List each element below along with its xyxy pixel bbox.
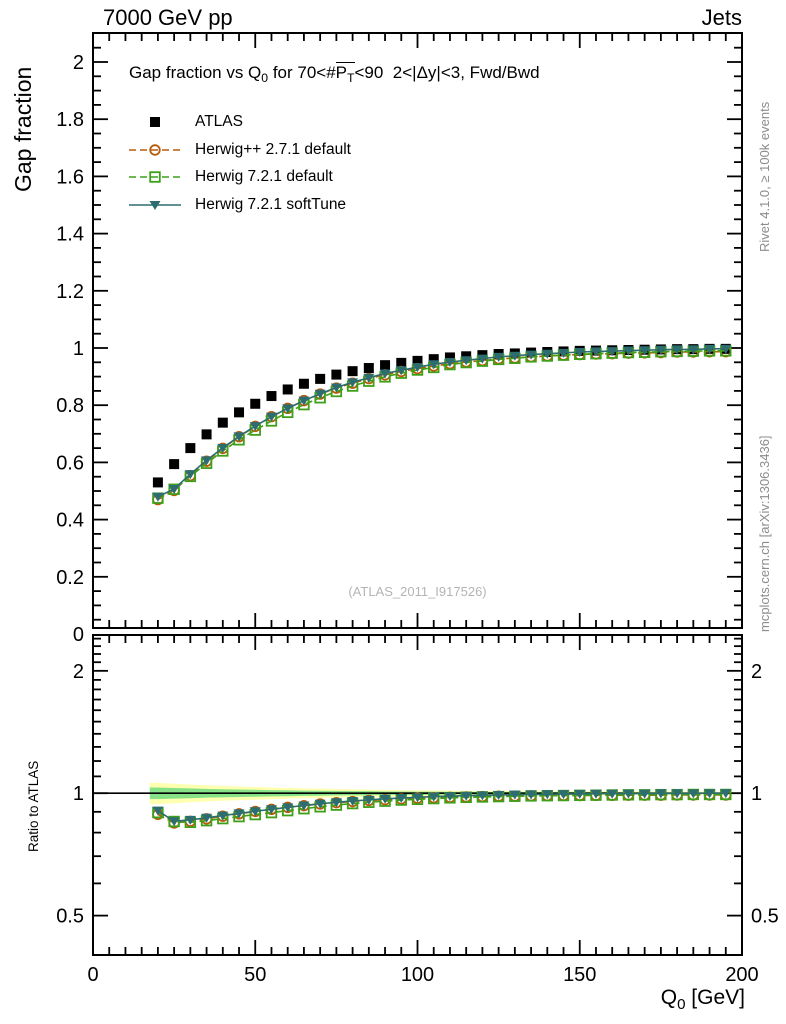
tick-label: 0 [73, 624, 84, 646]
tick-label: 200 [725, 964, 758, 986]
tick-label: 100 [401, 964, 434, 986]
legend-marker-square-filled [150, 117, 160, 127]
axis-tick-labels: 0 50 100 150 200 0 0.2 0.4 0.6 0.8 1 1.2 1.4 1.6 1.8 2 0… [56, 52, 779, 986]
ratio-y-axis-title: Ratio to ATLAS [26, 760, 41, 852]
tick-label: 2 [73, 661, 84, 683]
main-y-axis-title: Gap fraction [10, 66, 36, 192]
tick-label: 50 [244, 964, 266, 986]
tick-label: 0.5 [751, 906, 779, 928]
series-herwig-2-7-1-default [152, 346, 732, 506]
legend-label: Herwig++ 2.7.1 default [195, 140, 351, 158]
legend-marker-triangle-down-filled [129, 200, 181, 210]
legend-label: Herwig 7.2.1 softTune [195, 195, 347, 213]
tick-label: 150 [563, 964, 596, 986]
rivet-version-note: Rivet 4.1.0, ≥ 100k events [757, 101, 772, 252]
axis-ticks [93, 33, 742, 955]
series-herwig-7-2-1-default [152, 345, 732, 504]
legend-item: Herwig++ 2.7.1 default [127, 139, 351, 161]
tick-label: 0 [87, 964, 98, 986]
ratio-series-herwig-7-2-1-softtune [152, 789, 732, 827]
tick-label: 1.2 [56, 281, 84, 303]
legend-label: ATLAS [195, 113, 243, 130]
series-herwig-7-2-1-softtune [152, 344, 732, 502]
x-axis-title: Q0 [GeV] [660, 986, 745, 1013]
tick-label: 1.8 [56, 109, 84, 131]
tick-label: 1 [73, 338, 84, 360]
legend-label: Herwig 7.2.1 default [195, 168, 333, 185]
tick-label: 0.4 [56, 510, 84, 532]
tick-label: 1 [751, 783, 762, 805]
tick-label: 0.6 [56, 452, 84, 474]
tick-label: 0.2 [56, 567, 84, 589]
legend-item: Herwig 7.2.1 softTune [127, 194, 346, 216]
tick-label: 0.5 [56, 906, 84, 928]
tick-label: 2 [751, 661, 762, 683]
watermark-analysis-id: (ATLAS_2011_I917526) [348, 584, 487, 599]
tick-label: 2 [73, 52, 84, 74]
beam-info-label: 7000 GeV pp [103, 5, 233, 30]
tick-label: 1.4 [56, 224, 84, 246]
tick-label: 0.8 [56, 395, 84, 417]
tick-label: 1.6 [56, 166, 84, 188]
mcplots-arxiv-note: mcplots.cern.ch [arXiv:1306.3436] [757, 435, 772, 632]
plot-title: Gap fraction vs Q0 for 70<#PT<90 2<|Δy|<… [129, 62, 540, 85]
tick-label: 1 [73, 783, 84, 805]
legend-marker-square-open [129, 171, 181, 183]
legend-marker-circle-open [129, 143, 181, 156]
legend-item: Herwig 7.2.1 default [127, 166, 333, 188]
legend-item: ATLAS [127, 111, 243, 133]
analysis-type-label: Jets [701, 5, 742, 30]
